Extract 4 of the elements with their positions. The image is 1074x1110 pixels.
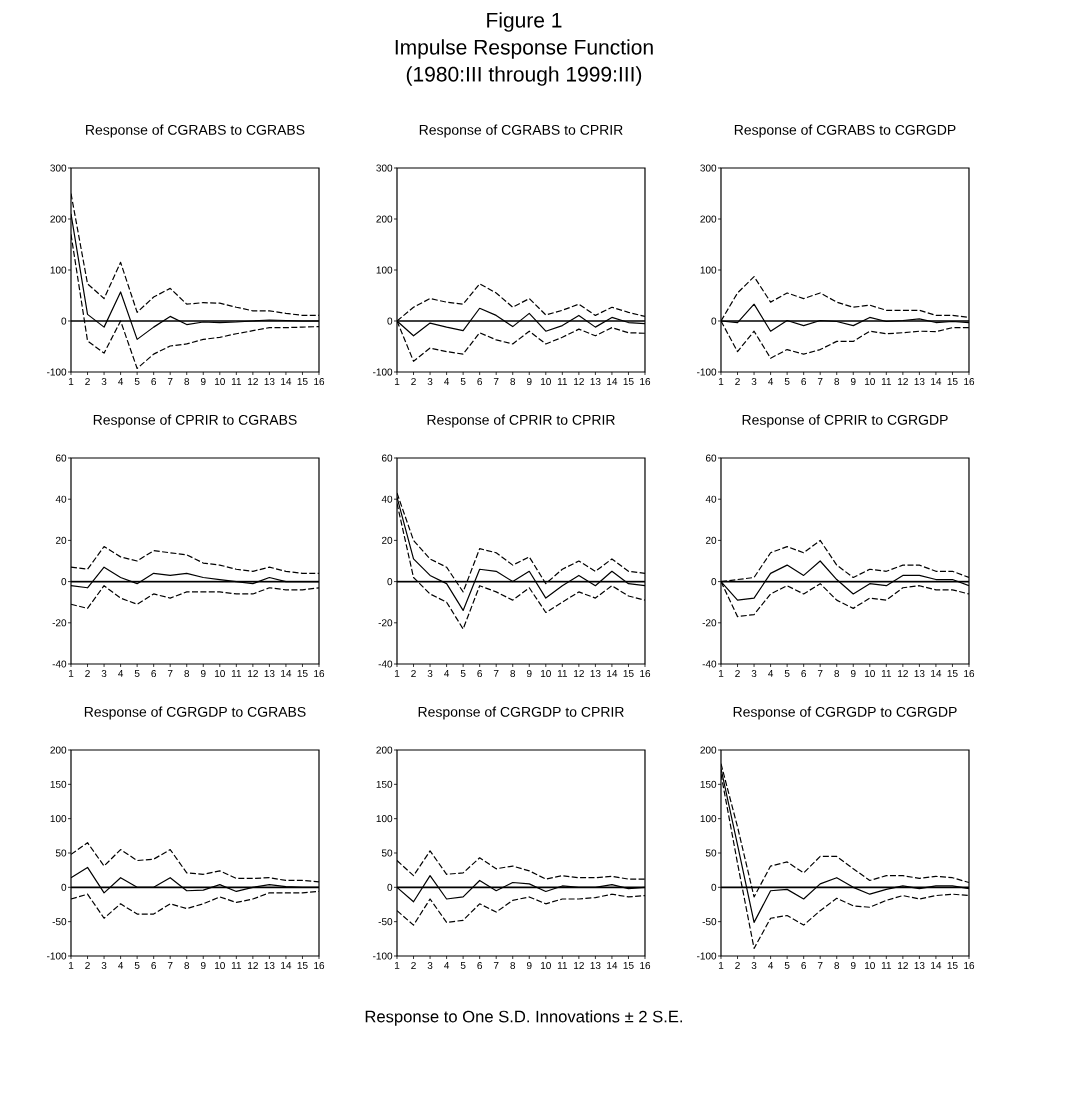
- text: (1980:III through 1999:III): [406, 66, 642, 86]
- text: Figure 1: [487, 12, 562, 32]
- text: Response to One S.D. Innovations ± 2 S.E.: [365, 1010, 683, 1026]
- text: Impulse Response Function: [395, 39, 653, 59]
